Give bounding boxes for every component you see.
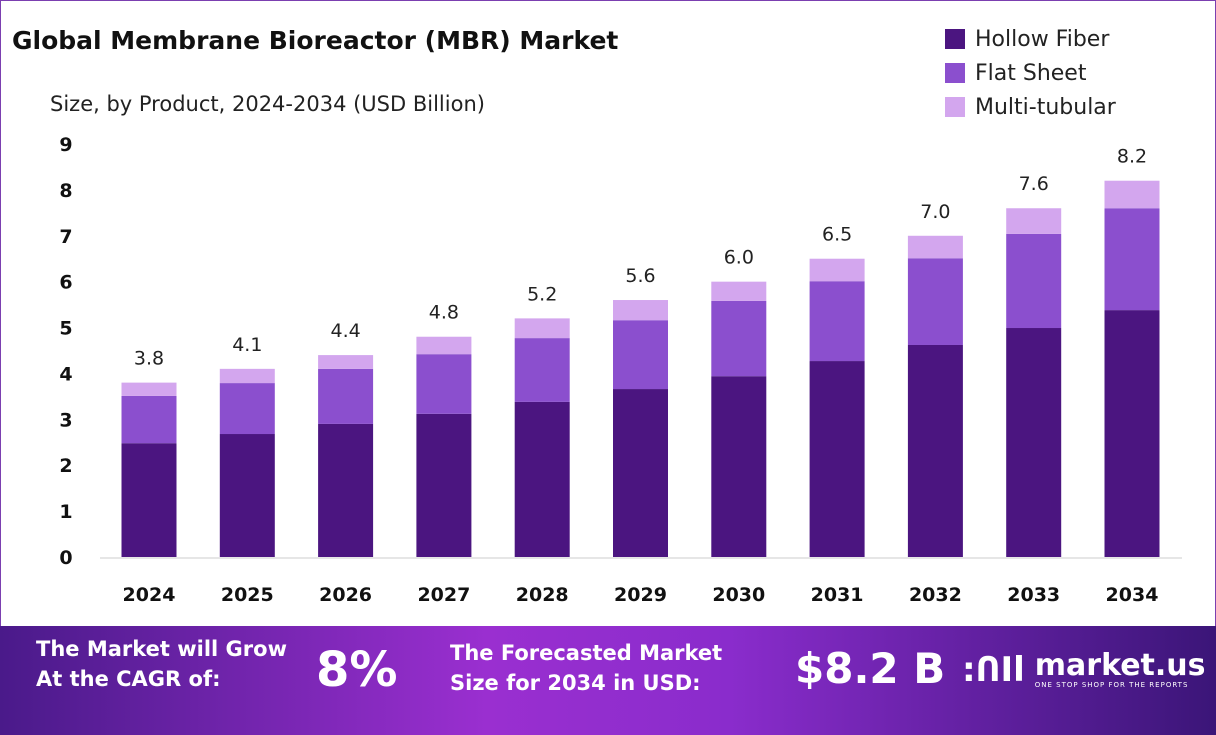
chart-title: Global Membrane Bioreactor (MBR) Market [12,26,619,55]
total-data-label: 3.8 [134,348,164,370]
chart-plot: 0 1 2 3 4 5 6 7 8 9 3.8 2024 4.1 2025 4.4 2026 4.8 2027 5.… [59,134,1182,606]
y-tick-label: 4 [59,363,72,385]
bar-segment-flat-sheet [514,338,570,402]
x-tick-label: 2028 [516,584,569,606]
bar-segment-multi-tubular [318,355,374,369]
bar-segment-hollow-fiber [1104,310,1160,557]
logo-mark-icon: :ՈIl [962,650,1025,690]
y-tick-label: 7 [59,226,72,248]
legend-label: Hollow Fiber [975,26,1110,52]
legend-label: Flat Sheet [975,60,1087,86]
bar-segment-flat-sheet [1104,208,1160,311]
legend-swatch [945,63,965,83]
bar-segment-multi-tubular [907,235,963,259]
legend-label: Multi-tubular [975,94,1116,120]
forecast-label-line2: Size for 2034 in USD: [450,671,701,695]
bar-segment-hollow-fiber [514,401,570,557]
bar-segment-flat-sheet [613,320,668,390]
legend-swatch [945,29,965,49]
bar-segment-multi-tubular [1104,180,1160,209]
y-tick-label: 6 [59,272,72,294]
x-tick-label: 2033 [1007,584,1060,606]
x-tick-label: 2024 [123,584,176,606]
forecast-value: $8.2 B [795,644,946,693]
bar-segment-hollow-fiber [711,376,767,557]
y-tick-label: 9 [59,134,72,156]
bar-segment-multi-tubular [1006,208,1062,234]
forecast-label: The Forecasted Market Size for 2034 in US… [450,638,722,698]
chart-subtitle: Size, by Product, 2024-2034 (USD Billion… [50,92,485,116]
x-tick-label: 2026 [319,584,372,606]
bar-segment-hollow-fiber [219,434,275,557]
total-data-label: 7.0 [920,201,950,223]
total-data-label: 6.5 [822,224,852,246]
bar-segment-hollow-fiber [318,423,374,557]
bar-segment-multi-tubular [711,281,767,301]
summary-banner: The Market will Grow At the CAGR of: 8% T… [0,626,1216,735]
bar-segment-multi-tubular [416,336,472,355]
logo-text: market.us [1034,648,1206,683]
total-data-label: 5.6 [625,265,655,287]
total-data-label: 6.0 [724,247,754,269]
total-data-label: 4.1 [232,334,262,356]
bar-segment-flat-sheet [318,368,374,424]
total-data-label: 4.4 [330,320,360,342]
bar-segment-flat-sheet [1006,233,1062,329]
cagr-label-line2: At the CAGR of: [36,667,221,691]
y-tick-label: 1 [59,501,72,523]
bar-segment-hollow-fiber [907,344,963,557]
legend: Hollow Fiber Flat Sheet Multi-tubular [945,22,1116,124]
total-data-label: 5.2 [527,283,557,305]
x-tick-label: 2031 [811,584,864,606]
cagr-value: 8% [316,642,398,698]
x-tick-label: 2032 [909,584,962,606]
bar-segment-hollow-fiber [1006,328,1062,557]
bar-segment-flat-sheet [121,395,177,444]
bar-segment-multi-tubular [809,258,865,282]
total-data-label: 4.8 [429,302,459,324]
bar-segment-flat-sheet [907,258,963,345]
y-tick-label: 0 [59,547,72,569]
y-tick-label: 5 [59,318,72,340]
bar-segment-flat-sheet [711,300,767,377]
legend-item-flat-sheet: Flat Sheet [945,56,1116,90]
y-tick-label: 3 [59,409,72,431]
legend-item-hollow-fiber: Hollow Fiber [945,22,1116,56]
market-us-logo: :ՈIl market.us ONE STOP SHOP FOR THE REPO… [962,650,1206,690]
bar-segment-hollow-fiber [613,389,668,557]
x-tick-label: 2029 [614,584,667,606]
bar-segment-multi-tubular [219,368,275,384]
legend-item-multi-tubular: Multi-tubular [945,90,1116,124]
y-tick-label: 2 [59,455,72,477]
x-tick-label: 2030 [712,584,765,606]
total-data-label: 8.2 [1117,146,1147,168]
bar-segment-multi-tubular [514,318,570,339]
total-data-label: 7.6 [1019,173,1049,195]
bar-segment-hollow-fiber [121,443,177,557]
bar-segment-multi-tubular [613,300,668,321]
bar-segment-flat-sheet [219,383,275,435]
x-tick-label: 2034 [1106,584,1159,606]
x-tick-label: 2025 [221,584,274,606]
bar-segment-hollow-fiber [416,413,472,557]
y-tick-label: 8 [59,180,72,202]
cagr-label: The Market will Grow At the CAGR of: [36,634,287,694]
bar-segment-multi-tubular [121,382,177,396]
bar-segment-hollow-fiber [809,361,865,557]
legend-swatch [945,97,965,117]
cagr-label-line1: The Market will Grow [36,637,287,661]
x-tick-label: 2027 [417,584,470,606]
bar-segment-flat-sheet [416,354,472,414]
forecast-label-line1: The Forecasted Market [450,641,723,665]
bar-segment-flat-sheet [809,281,865,362]
logo-tagline: ONE STOP SHOP FOR THE REPORTS [1034,681,1189,689]
